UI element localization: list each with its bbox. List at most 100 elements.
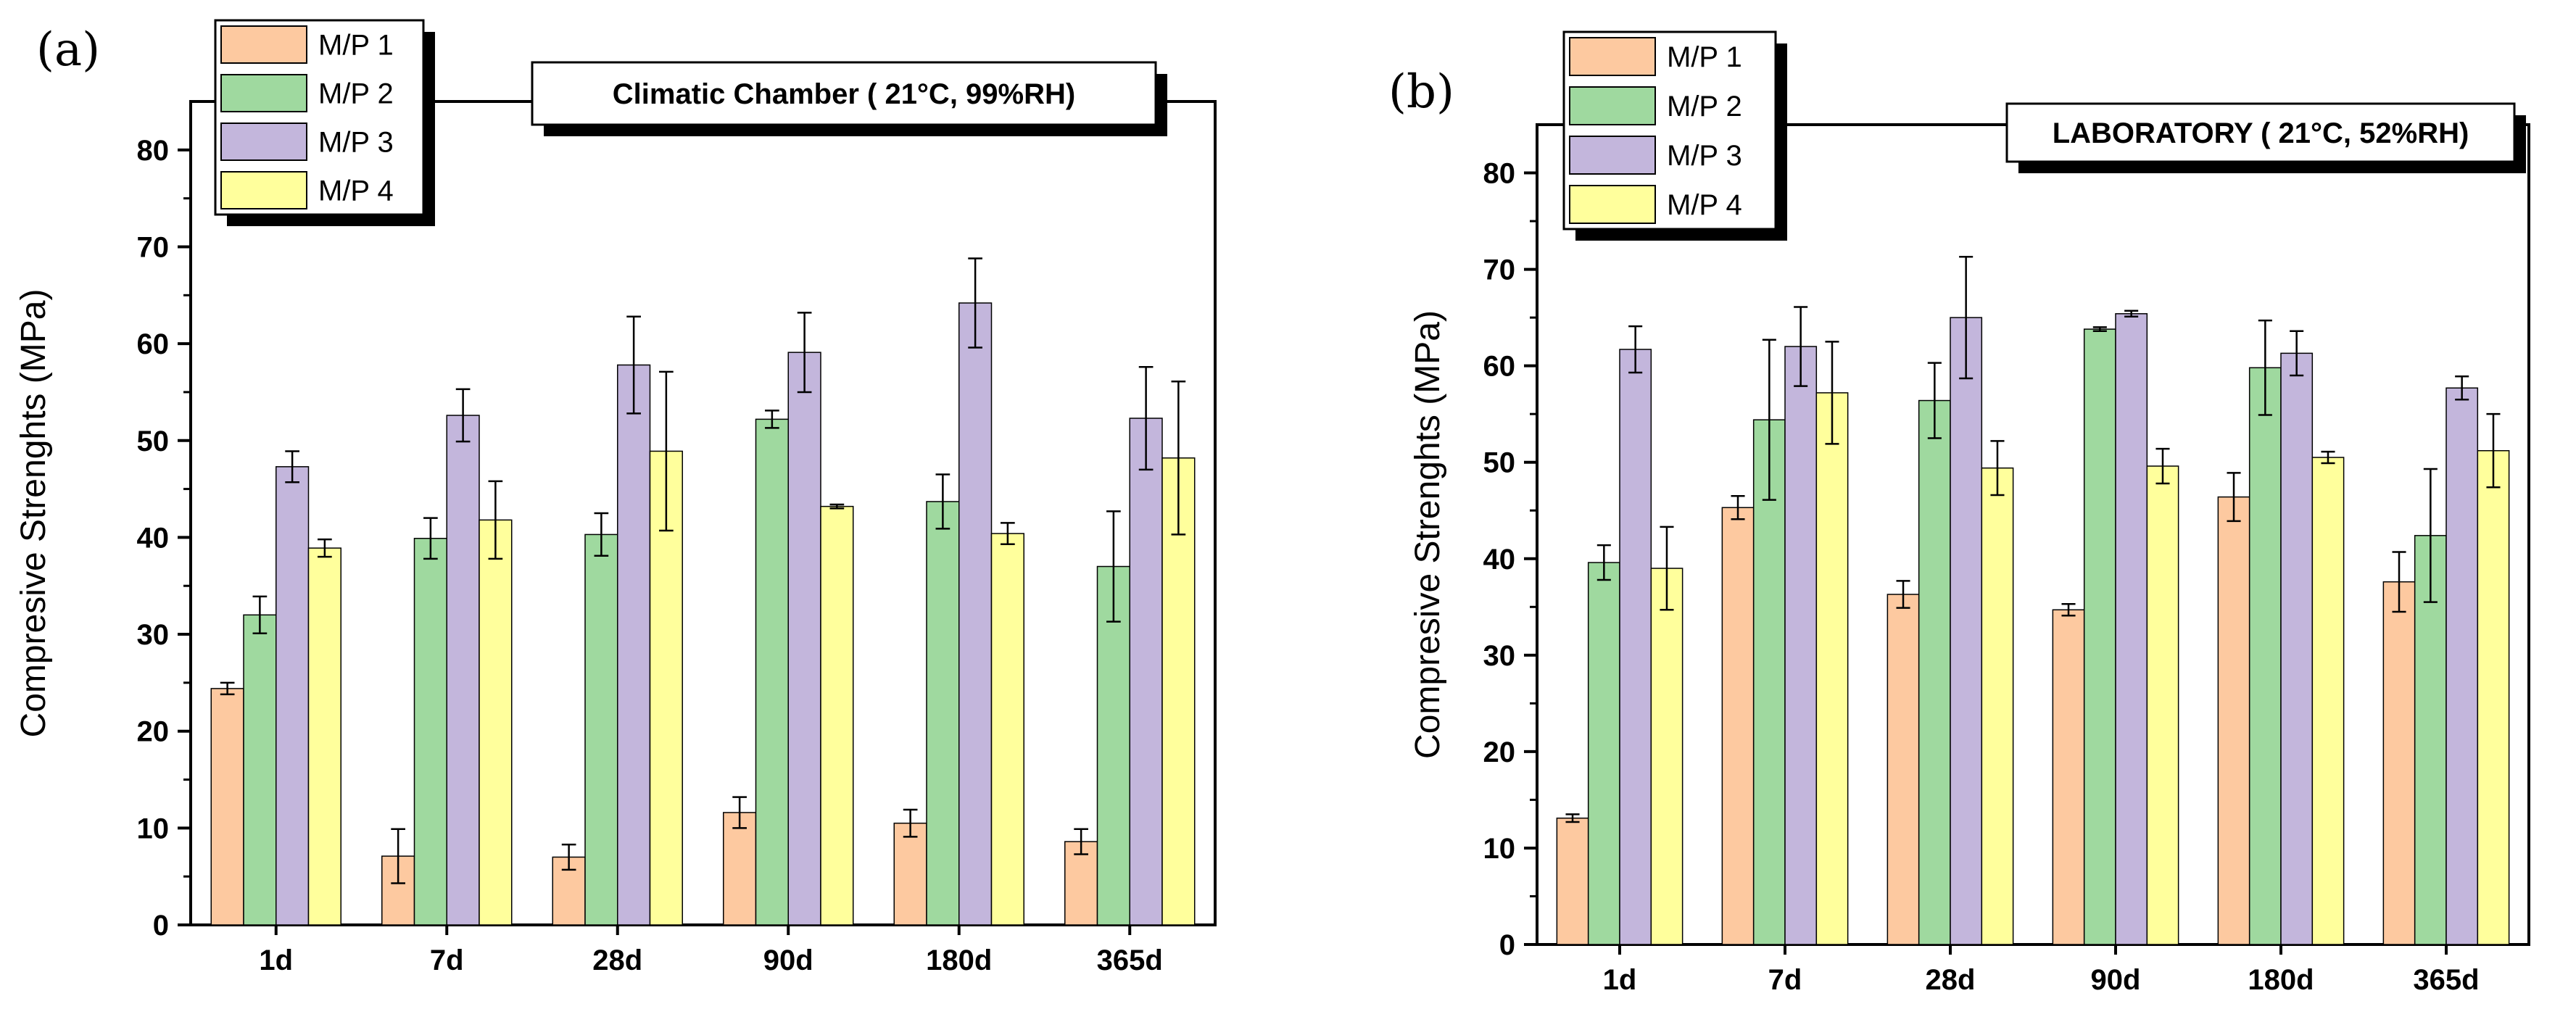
legend-label: M/P 4 xyxy=(1667,189,1742,221)
y-tick-label: 70 xyxy=(137,231,170,263)
x-tick-label: 1d xyxy=(259,944,293,976)
y-tick-label: 50 xyxy=(137,425,170,457)
bar-mp4 xyxy=(2146,465,2179,945)
y-tick-label: 80 xyxy=(1483,158,1516,190)
condition-label-box xyxy=(531,61,1157,126)
bar-mp2 xyxy=(926,501,960,926)
bar-mp4 xyxy=(820,505,854,926)
legend-label: M/P 1 xyxy=(1667,41,1742,73)
bar-mp2 xyxy=(2083,328,2116,945)
bar-mp2 xyxy=(1918,399,1951,945)
y-tick-label: 80 xyxy=(137,135,170,167)
legend-swatch xyxy=(1569,185,1656,224)
condition-label: LABORATORY ( 21°C, 52%RH) xyxy=(2053,117,2469,149)
x-tick-label: 90d xyxy=(2091,964,2141,996)
legend-label: M/P 3 xyxy=(1667,140,1742,172)
legend-swatch xyxy=(220,74,307,112)
x-tick-label: 180d xyxy=(926,944,992,976)
x-tick-label: 180d xyxy=(2248,964,2314,996)
y-axis-title: Compresive Strenghts (MPa) xyxy=(1409,310,1447,759)
bar-mp2 xyxy=(2248,367,2282,945)
y-tick-label: 70 xyxy=(1483,254,1516,286)
bar-mp4 xyxy=(307,547,341,926)
x-tick-label: 28d xyxy=(1926,964,1976,996)
bar-mp1 xyxy=(893,822,927,926)
y-tick-label: 20 xyxy=(137,716,170,748)
chart-panel-b: 0 10 20 30 40 50 60 70 80 Compresive Strenghts (M… xyxy=(1388,30,2530,996)
x-tick-label: 1d xyxy=(1603,964,1637,996)
bar-mp4 xyxy=(1161,457,1196,926)
y-tick-label: 20 xyxy=(1483,736,1516,768)
x-tick-label: 90d xyxy=(763,944,813,976)
legend-swatch xyxy=(1569,136,1656,175)
bar-mp3 xyxy=(1129,418,1163,926)
bar-mp1 xyxy=(2052,609,2085,945)
y-tick-label: 0 xyxy=(153,910,169,942)
bar-mp2 xyxy=(243,614,277,926)
bar-mp3 xyxy=(446,415,480,926)
bar-mp2 xyxy=(584,533,618,926)
bar-mp4 xyxy=(2311,457,2345,945)
bar-mp3 xyxy=(2445,387,2479,945)
y-tick-label: 30 xyxy=(137,619,170,651)
bar-mp3 xyxy=(617,364,651,926)
bar-mp3 xyxy=(958,302,993,926)
legend-swatch xyxy=(220,171,307,209)
legend-label: M/P 3 xyxy=(318,127,394,159)
y-tick-label: 60 xyxy=(1483,351,1516,383)
legend-swatch xyxy=(220,123,307,161)
bar-mp2 xyxy=(1752,419,1786,945)
bar-mp1 xyxy=(2382,581,2416,945)
bar-mp4 xyxy=(1981,467,2014,945)
legend-swatch xyxy=(1569,37,1656,76)
bar-mp4 xyxy=(1650,568,1683,945)
bar-mp3 xyxy=(2280,352,2314,945)
chart-panel-a: 0 10 20 30 40 50 60 70 80 Compresive Strenghts (M… xyxy=(15,19,1217,976)
legend-label: M/P 1 xyxy=(318,30,394,62)
x-tick-label: 28d xyxy=(592,944,642,976)
bar-mp3 xyxy=(1950,317,1983,945)
bar-mp1 xyxy=(1887,594,1920,945)
bar-mp3 xyxy=(276,466,310,926)
x-tick-label: 365d xyxy=(2413,964,2479,996)
bar-mp4 xyxy=(479,519,513,926)
y-axis-title: Compresive Strenghts (MPa) xyxy=(15,289,53,738)
panel-letter: (a) xyxy=(36,23,100,77)
legend-label: M/P 2 xyxy=(318,78,394,110)
bar-mp4 xyxy=(2477,449,2510,945)
condition-label: Climatic Chamber ( 21°C, 99%RH) xyxy=(613,78,1075,110)
bar-mp3 xyxy=(787,352,821,926)
y-tick-label: 10 xyxy=(137,813,170,844)
y-tick-label: 40 xyxy=(1483,544,1516,576)
x-tick-label: 7d xyxy=(1768,964,1802,996)
panel-letter: (b) xyxy=(1388,65,1454,119)
bar-mp3 xyxy=(1619,349,1652,945)
y-tick-label: 50 xyxy=(1483,447,1516,479)
bar-mp2 xyxy=(413,537,448,926)
y-tick-label: 40 xyxy=(137,522,170,554)
bar-mp2 xyxy=(1096,565,1131,926)
bar-mp1 xyxy=(723,812,757,926)
legend-label: M/P 2 xyxy=(1667,91,1742,123)
bar-mp1 xyxy=(210,688,244,926)
bar-mp4 xyxy=(990,533,1024,926)
x-tick-label: 365d xyxy=(1097,944,1163,976)
bar-mp1 xyxy=(1721,507,1755,945)
legend-label: M/P 4 xyxy=(318,175,394,207)
y-tick-label: 0 xyxy=(1499,929,1515,961)
y-tick-label: 60 xyxy=(137,328,170,360)
bar-mp4 xyxy=(1815,392,1849,945)
bar-mp3 xyxy=(1784,346,1818,945)
bar-mp1 xyxy=(2217,496,2250,945)
x-tick-label: 7d xyxy=(430,944,464,976)
bar-mp3 xyxy=(2115,313,2148,945)
bar-mp2 xyxy=(1587,562,1620,945)
y-tick-label: 10 xyxy=(1483,833,1516,865)
bar-mp2 xyxy=(755,418,790,926)
legend-swatch xyxy=(220,25,307,64)
y-tick-label: 30 xyxy=(1483,640,1516,672)
bar-mp1 xyxy=(1556,817,1589,945)
condition-label-box xyxy=(2005,102,2516,163)
legend-swatch xyxy=(1569,86,1656,125)
